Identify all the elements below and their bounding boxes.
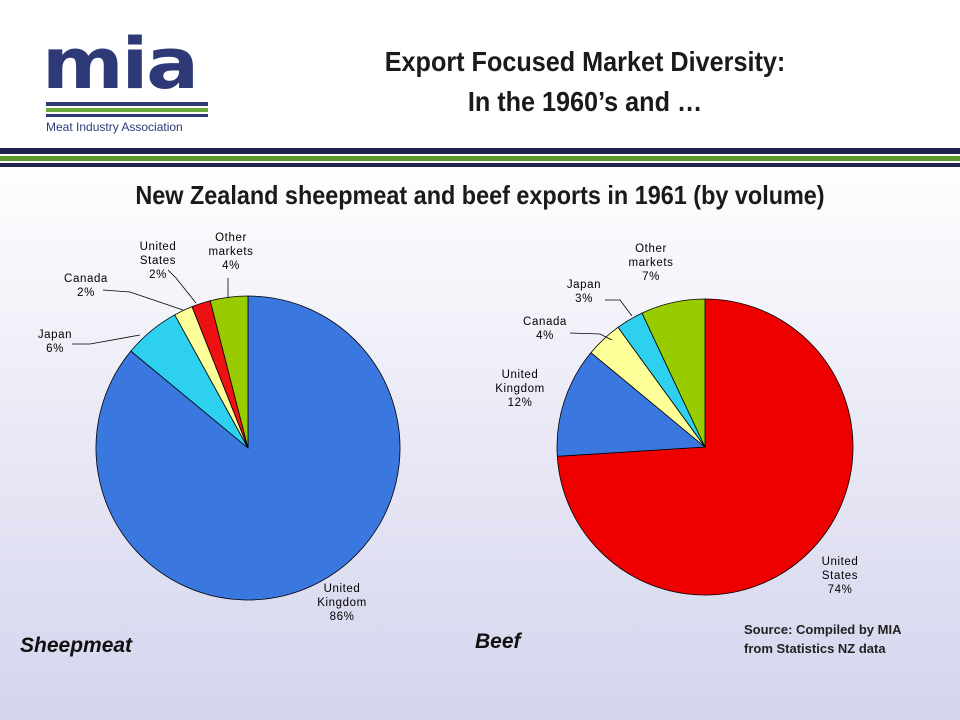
chart-subtitle: New Zealand sheepmeat and beef exports i… [135, 180, 825, 210]
sheepmeat-label-united-kingdom: United Kingdom 86% [317, 583, 367, 623]
beef-label-united-states: United States 74% [822, 556, 859, 596]
beef-label-other-markets: Other markets 7% [628, 243, 673, 283]
source-note: Source: Compiled by MIA from Statistics … [744, 620, 901, 658]
beef-label-canada: Canada 4% [523, 316, 567, 342]
beef-slice-other-markets [641, 298, 706, 448]
slide-title: Export Focused Market Diversity: In the … [302, 42, 869, 122]
sheepmeat-label-united-states: United States 2% [140, 241, 177, 281]
beef-label-japan: Japan 3% [567, 279, 601, 305]
beef-slice-united-kingdom [556, 352, 707, 457]
title-line-2: In the 1960’s and … [467, 86, 703, 117]
beef-caption: Beef [475, 630, 521, 653]
sheepmeat-label-canada: Canada 2% [64, 273, 108, 299]
header-stripe-navy-2 [0, 163, 960, 167]
source-line-1: Source: Compiled by MIA [744, 622, 902, 637]
beef-label-united-kingdom: United Kingdom 12% [495, 369, 545, 409]
sheepmeat-caption: Sheepmeat [20, 634, 133, 657]
sheepmeat-label-other-markets: Other markets 4% [208, 232, 253, 272]
sheepmeat-leader-united-states [167, 269, 197, 304]
logo-bar-navy [46, 102, 208, 106]
header-stripe-navy [0, 148, 960, 154]
source-line-2: from Statistics NZ data [744, 641, 886, 656]
logo-bar-navy-thin [46, 114, 208, 117]
mia-logo: mia Meat Industry Association [28, 22, 218, 140]
sheepmeat-leader-canada [102, 289, 184, 311]
beef-leader-canada [569, 332, 613, 341]
sheepmeat-slice-other-markets [209, 295, 249, 449]
sheepmeat-slice-united-kingdom [95, 295, 401, 601]
header-stripe-green [0, 156, 960, 161]
title-line-1: Export Focused Market Diversity: [384, 46, 786, 77]
beef-leader-japan [605, 299, 633, 317]
sheepmeat-label-japan: Japan 6% [38, 329, 72, 355]
logo-bar-green [46, 108, 208, 112]
logo-wordmark: mia [42, 23, 199, 105]
sheepmeat-leader-japan [72, 334, 141, 345]
logo-subtitle: Meat Industry Association [46, 120, 183, 134]
